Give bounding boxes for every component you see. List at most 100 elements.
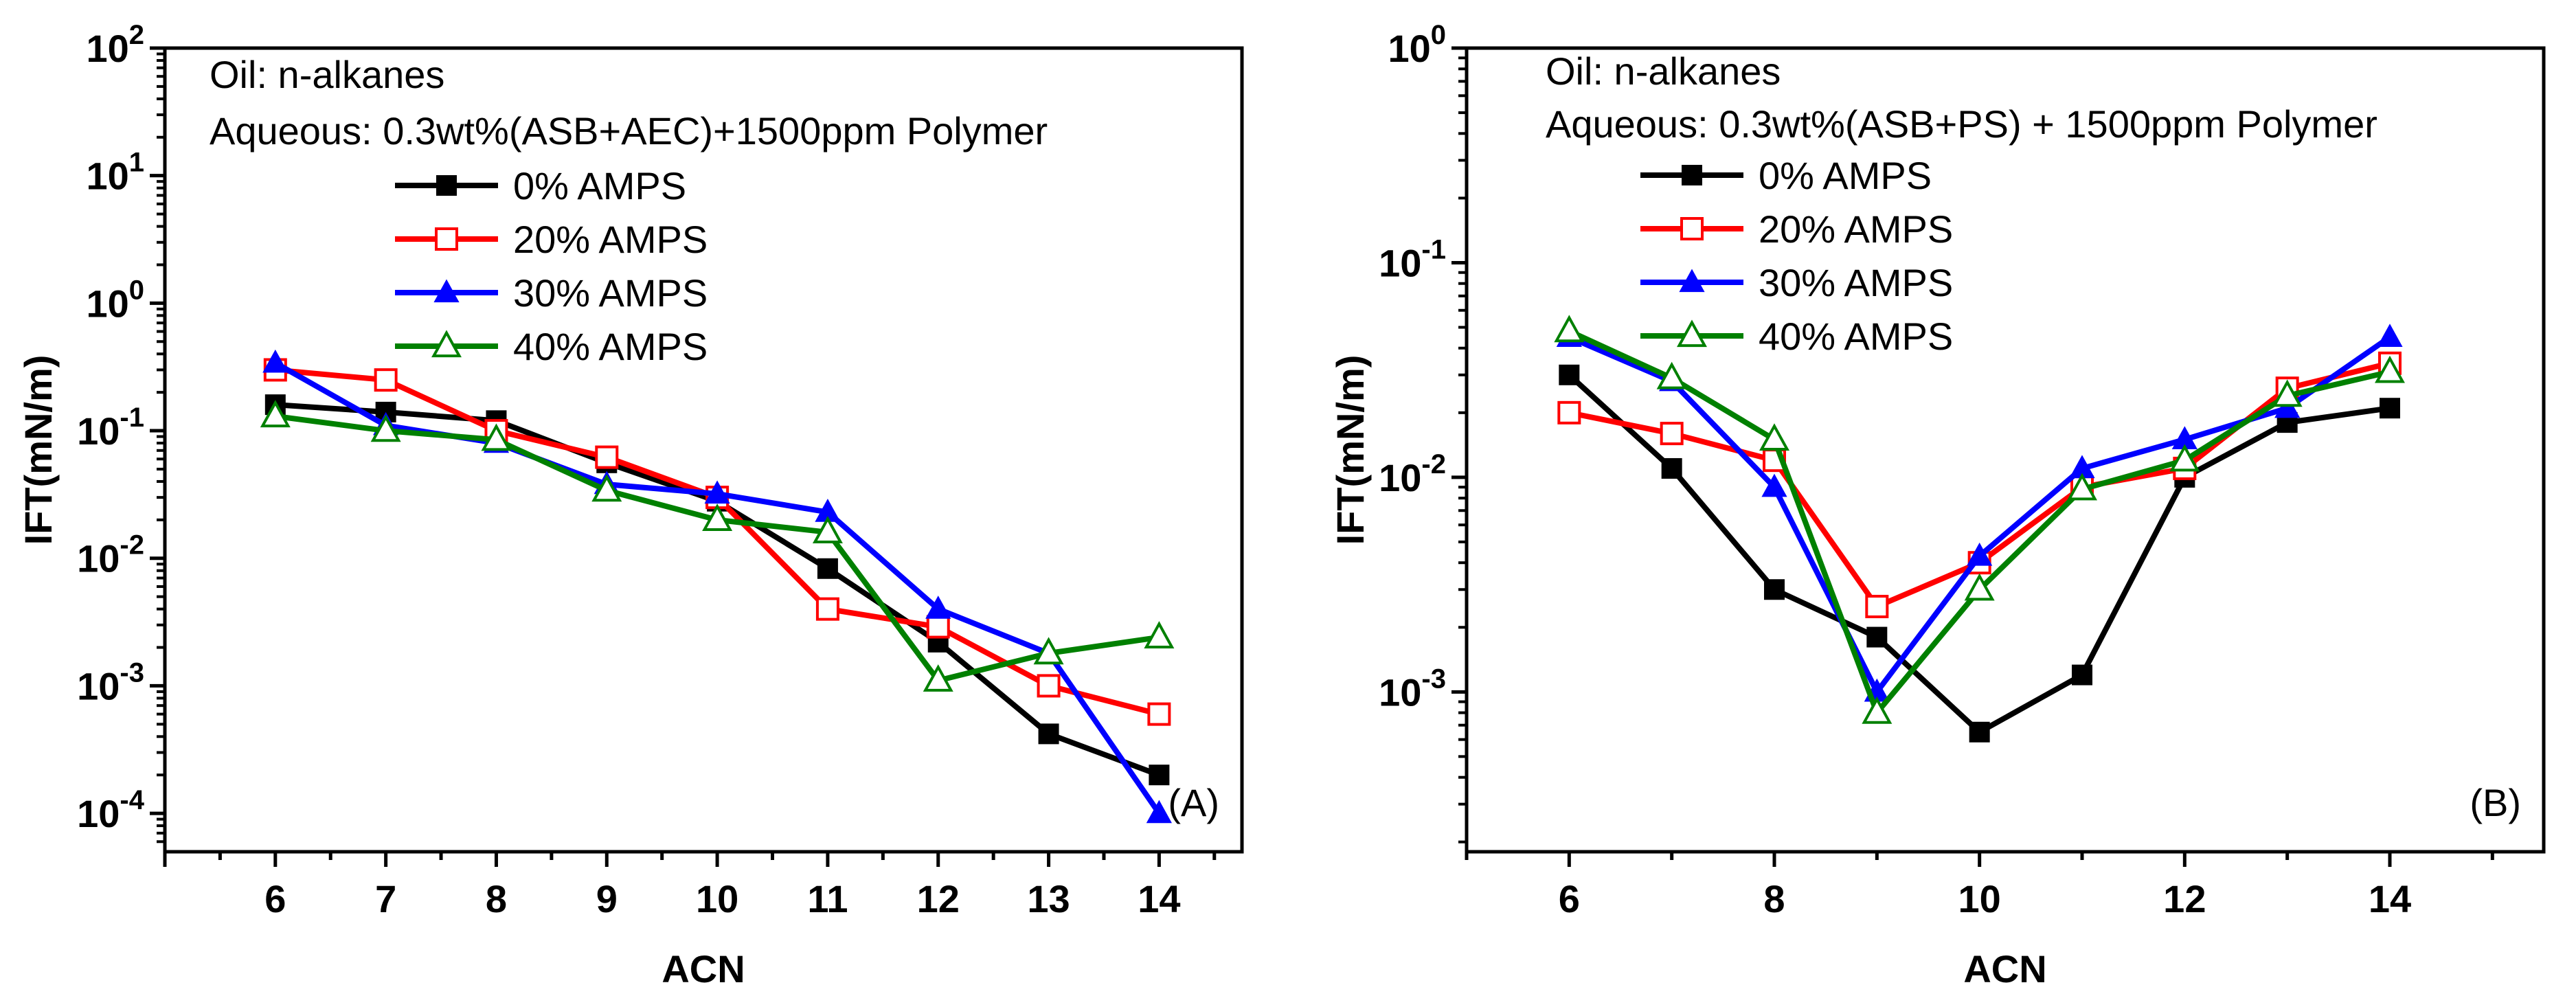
y-tick-label: 100 bbox=[1388, 20, 1446, 70]
legend-label: 40% AMPS bbox=[1759, 315, 1953, 358]
x-tick-label: 6 bbox=[264, 877, 286, 920]
legend-label: 30% AMPS bbox=[1759, 261, 1953, 304]
x-tick-label: 12 bbox=[2163, 877, 2206, 920]
legend-entry: 30% AMPS bbox=[395, 271, 708, 315]
series-0-amps bbox=[264, 394, 1170, 786]
y-tick-exponent: -1 bbox=[1421, 234, 1446, 264]
data-point bbox=[370, 414, 401, 442]
data-point bbox=[2069, 455, 2095, 479]
data-point bbox=[1147, 702, 1171, 726]
data-point bbox=[925, 596, 951, 619]
data-point bbox=[923, 664, 953, 692]
x-tick-label: 14 bbox=[2369, 877, 2411, 920]
chart-panel-b: 6 8 10 12 1410-310-210-1100ACNIFT(mN/m)Oil: … bbox=[1329, 20, 2546, 991]
y-tick-label: 102 bbox=[86, 20, 144, 70]
data-point bbox=[2375, 355, 2405, 383]
x-tick-label: 8 bbox=[486, 877, 507, 920]
data-point bbox=[817, 558, 838, 579]
y-axis-title: IFT(mN/m) bbox=[1329, 355, 1372, 545]
y-tick-exponent: -3 bbox=[120, 657, 144, 688]
y-tick-exponent: -1 bbox=[120, 403, 144, 433]
legend-entry: 0% AMPS bbox=[395, 164, 686, 207]
series-40-amps bbox=[1554, 315, 2405, 724]
annotation-text: Aqueous: 0.3wt%(ASB+AEC)+1500ppm Polymer bbox=[210, 109, 1048, 152]
plot-frame bbox=[163, 46, 1244, 854]
data-point bbox=[1559, 364, 1580, 385]
x-tick-label: 13 bbox=[1027, 877, 1070, 920]
y-tick-exponent: 0 bbox=[129, 275, 144, 305]
data-point bbox=[1759, 423, 1789, 451]
data-point bbox=[1033, 637, 1064, 665]
y-tick-base: 10 bbox=[77, 792, 120, 835]
data-point bbox=[812, 516, 843, 544]
data-point bbox=[260, 400, 291, 428]
annotation-text: Oil: n-alkanes bbox=[210, 53, 444, 96]
y-tick-base: 10 bbox=[86, 155, 128, 198]
legend-label: 20% AMPS bbox=[1759, 207, 1953, 251]
y-tick-label: 10-1 bbox=[77, 403, 144, 453]
data-point bbox=[2171, 426, 2197, 450]
data-point bbox=[1037, 674, 1061, 698]
legend-marker bbox=[435, 227, 458, 251]
y-tick-label: 10-3 bbox=[1379, 664, 1446, 714]
legend-label: 20% AMPS bbox=[513, 218, 708, 261]
data-point bbox=[1764, 579, 1785, 600]
x-tick-label: 10 bbox=[1958, 877, 2001, 920]
x-tick-label: 6 bbox=[1559, 877, 1580, 920]
legend-marker bbox=[1677, 319, 1707, 348]
x-tick-label: 8 bbox=[1763, 877, 1785, 920]
data-point bbox=[704, 480, 730, 504]
y-tick-exponent: -3 bbox=[1421, 664, 1446, 694]
legend-marker bbox=[431, 330, 462, 358]
data-point bbox=[1656, 361, 1687, 389]
data-point bbox=[1149, 765, 1170, 786]
legend-marker bbox=[1682, 165, 1702, 185]
data-point bbox=[1964, 573, 1995, 601]
legend-label: 40% AMPS bbox=[513, 325, 708, 368]
y-tick-exponent: 1 bbox=[129, 148, 144, 178]
y-tick-base: 10 bbox=[1379, 670, 1421, 714]
data-point bbox=[1038, 723, 1059, 745]
data-point bbox=[1761, 473, 1787, 497]
data-point bbox=[595, 445, 619, 469]
data-point bbox=[2272, 379, 2303, 407]
y-tick-label: 10-2 bbox=[77, 530, 144, 580]
data-point bbox=[1865, 594, 1889, 618]
x-axis-title: ACN bbox=[662, 947, 745, 991]
data-point bbox=[2067, 473, 2097, 501]
y-tick-label: 10-1 bbox=[1379, 234, 1446, 284]
x-axis-title: ACN bbox=[1963, 947, 2046, 991]
y-tick-label: 10-4 bbox=[77, 785, 145, 835]
data-point bbox=[2169, 444, 2200, 472]
x-tick-label: 14 bbox=[1138, 877, 1180, 920]
data-point bbox=[1660, 422, 1684, 446]
legend-marker bbox=[1679, 269, 1705, 293]
data-point bbox=[926, 615, 950, 639]
y-tick-base: 10 bbox=[86, 27, 128, 70]
data-point bbox=[374, 368, 398, 392]
series-30-amps bbox=[262, 349, 1172, 824]
data-point bbox=[815, 597, 839, 621]
series-line bbox=[275, 413, 1160, 683]
y-tick-base: 10 bbox=[77, 664, 120, 708]
legend-label: 30% AMPS bbox=[513, 271, 708, 315]
y-axis-title: IFT(mN/m) bbox=[16, 355, 60, 545]
legend-entry: 30% AMPS bbox=[1640, 261, 1953, 304]
data-point bbox=[1866, 626, 1888, 648]
data-point bbox=[815, 499, 841, 522]
data-point bbox=[1144, 621, 1175, 648]
legend-label: 0% AMPS bbox=[513, 164, 686, 207]
y-tick-base: 10 bbox=[1379, 456, 1421, 499]
data-point bbox=[1554, 315, 1585, 343]
panel-label: (A) bbox=[1168, 781, 1219, 824]
x-tick-label: 9 bbox=[596, 877, 618, 920]
data-point bbox=[591, 474, 622, 502]
y-tick-base: 10 bbox=[86, 282, 128, 325]
series-line bbox=[275, 367, 1160, 717]
panel-label: (B) bbox=[2470, 781, 2521, 824]
y-tick-base: 10 bbox=[77, 409, 120, 453]
data-point bbox=[2380, 398, 2400, 419]
y-tick-base: 10 bbox=[1379, 241, 1421, 284]
data-point bbox=[1967, 542, 1993, 566]
